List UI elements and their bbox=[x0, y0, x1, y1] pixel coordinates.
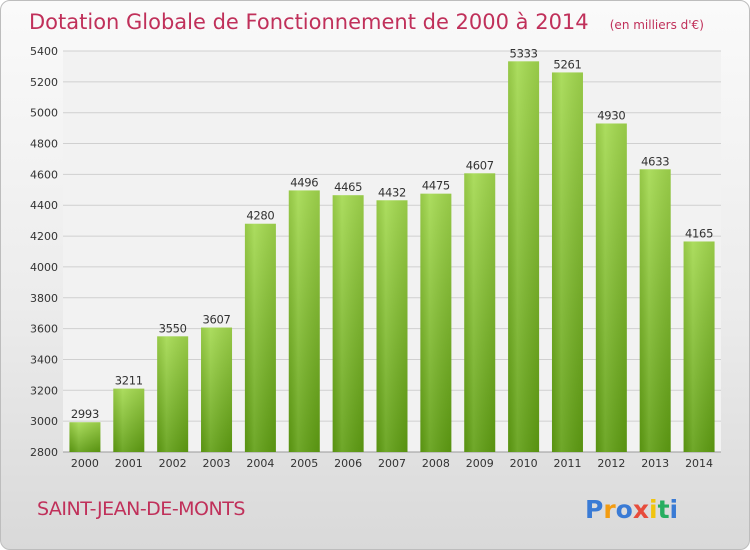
y-tick-label: 4800 bbox=[30, 138, 58, 151]
y-tick-label: 4200 bbox=[30, 230, 58, 243]
bar-2012: 4930 bbox=[595, 108, 627, 452]
bar-value-label: 5333 bbox=[510, 46, 538, 60]
bar-shade bbox=[508, 61, 540, 452]
bar-value-label: 4432 bbox=[378, 185, 406, 199]
bar-value-label: 5261 bbox=[553, 57, 581, 71]
bar-value-label: 2993 bbox=[71, 407, 99, 421]
bar-2011: 5261 bbox=[551, 57, 583, 452]
city-name: SAINT-JEAN-DE-MONTS bbox=[37, 498, 245, 520]
bar-2002: 3550 bbox=[157, 321, 189, 452]
bar-shade bbox=[332, 195, 364, 453]
chart-title: Dotation Globale de Fonctionnement de 20… bbox=[29, 10, 704, 34]
x-tick-label: 2001 bbox=[115, 457, 143, 470]
x-tick-label: 2002 bbox=[159, 457, 187, 470]
bar-value-label: 3550 bbox=[159, 321, 187, 335]
y-tick-label: 3600 bbox=[30, 323, 58, 336]
proxiti-logo: Proxiti bbox=[585, 495, 678, 524]
x-tick-label: 2004 bbox=[246, 457, 274, 470]
bar-value-label: 4930 bbox=[597, 108, 625, 122]
bar-shade bbox=[244, 223, 276, 452]
y-tick-label: 5000 bbox=[30, 107, 58, 120]
x-tick-label: 2009 bbox=[466, 457, 494, 470]
bar-value-label: 4607 bbox=[466, 158, 494, 172]
bar-shade bbox=[551, 72, 583, 452]
x-tick-label: 2013 bbox=[641, 457, 669, 470]
bar-shade bbox=[288, 190, 320, 452]
y-tick-label: 5200 bbox=[30, 76, 58, 89]
bar-value-label: 4633 bbox=[641, 154, 669, 168]
y-tick-label: 4600 bbox=[30, 168, 58, 181]
bar-shade bbox=[157, 336, 189, 452]
proxiti-logo-text: Proxiti bbox=[585, 495, 678, 524]
bar-2014: 4165 bbox=[683, 226, 715, 452]
x-tick-label: 2008 bbox=[422, 457, 450, 470]
bar-shade bbox=[69, 422, 101, 452]
bar-shade bbox=[639, 169, 671, 453]
x-axis: 2000 2001 2002 2003 2004 2005 2006 2007 2008 2009… bbox=[71, 457, 713, 470]
bar-shade bbox=[595, 123, 627, 452]
bar-shade bbox=[376, 200, 408, 452]
bar-shade bbox=[201, 327, 233, 452]
x-tick-label: 2005 bbox=[290, 457, 318, 470]
x-tick-label: 2006 bbox=[334, 457, 362, 470]
bar-2006: 4465 bbox=[332, 180, 364, 453]
y-tick-label: 2800 bbox=[30, 446, 58, 459]
bar-shade bbox=[420, 193, 452, 453]
x-tick-label: 2007 bbox=[378, 457, 406, 470]
bar-2005: 4496 bbox=[288, 175, 320, 452]
x-tick-label: 2003 bbox=[203, 457, 231, 470]
bar-2008: 4475 bbox=[420, 179, 452, 453]
bar-value-label: 3607 bbox=[202, 313, 230, 327]
bar-shade bbox=[113, 388, 145, 452]
y-tick-label: 3800 bbox=[30, 292, 58, 305]
bar-shade bbox=[464, 173, 496, 452]
bar-value-label: 4280 bbox=[246, 209, 274, 223]
bar-2001: 3211 bbox=[113, 374, 145, 452]
y-tick-label: 3000 bbox=[30, 415, 58, 428]
chart-title-unit: (en milliers d'€) bbox=[610, 18, 704, 32]
x-tick-label: 2010 bbox=[510, 457, 538, 470]
y-tick-label: 3200 bbox=[30, 384, 58, 397]
bar-2003: 3607 bbox=[201, 313, 233, 452]
bars: 2993 3211 3550 3607 4280 4496 4465 4432 4475 4607… bbox=[69, 46, 715, 453]
x-tick-label: 2012 bbox=[597, 457, 625, 470]
chart-title-main: Dotation Globale de Fonctionnement de 20… bbox=[29, 10, 589, 34]
x-tick-label: 2000 bbox=[71, 457, 99, 470]
bar-2000: 2993 bbox=[69, 407, 101, 452]
y-tick-label: 4000 bbox=[30, 261, 58, 274]
y-tick-label: 3400 bbox=[30, 353, 58, 366]
bar-value-label: 4475 bbox=[422, 179, 450, 193]
y-tick-label: 4400 bbox=[30, 199, 58, 212]
bar-2007: 4432 bbox=[376, 185, 408, 452]
bar-value-label: 3211 bbox=[115, 374, 143, 388]
bar-value-label: 4465 bbox=[334, 180, 362, 194]
bar-shade bbox=[683, 241, 715, 452]
y-tick-label: 5400 bbox=[30, 45, 58, 58]
x-tick-label: 2014 bbox=[685, 457, 713, 470]
bar-2010: 5333 bbox=[508, 46, 540, 452]
bar-2013: 4633 bbox=[639, 154, 671, 453]
bar-2009: 4607 bbox=[464, 158, 496, 452]
bar-value-label: 4165 bbox=[685, 226, 713, 240]
y-axis: 2800 3000 3200 3400 3600 3800 4000 4200 4400 4600… bbox=[30, 45, 58, 459]
bar-2004: 4280 bbox=[244, 209, 276, 452]
bar-value-label: 4496 bbox=[290, 175, 318, 189]
x-tick-label: 2011 bbox=[553, 457, 581, 470]
